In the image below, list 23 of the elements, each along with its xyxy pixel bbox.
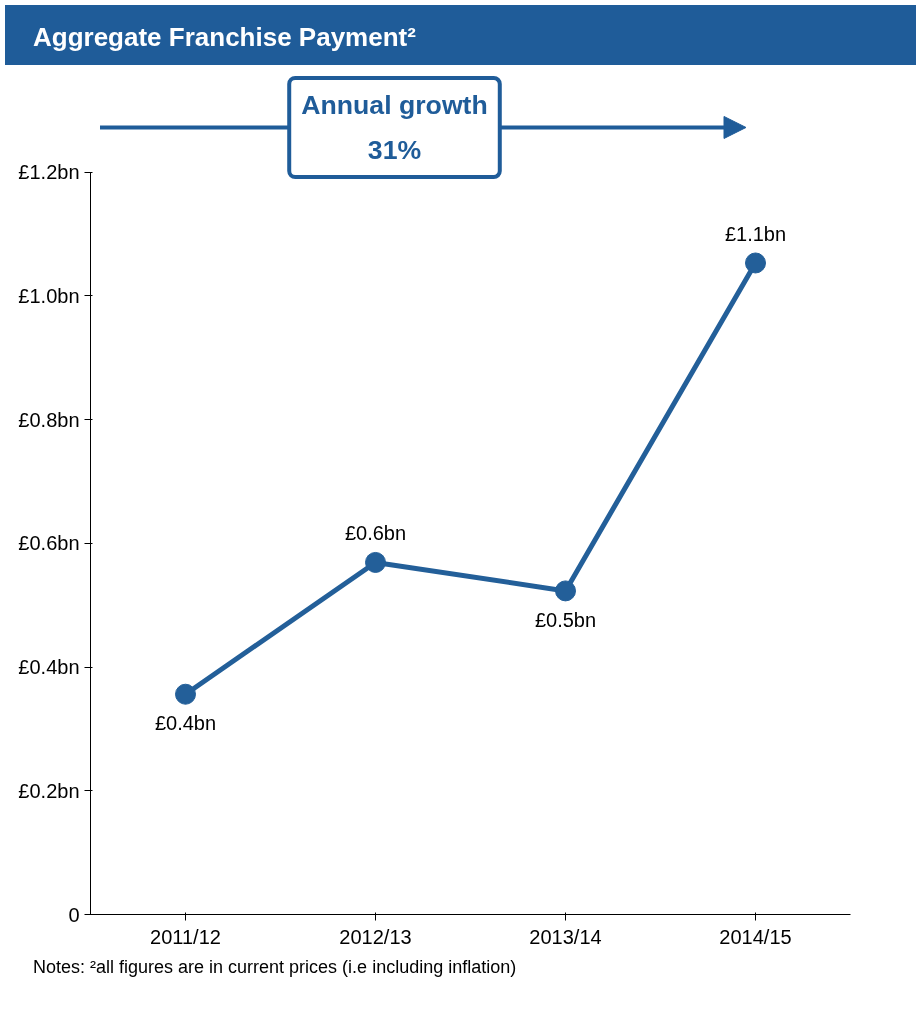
chart-title: Aggregate Franchise Payment² <box>33 21 416 54</box>
point <box>555 580 576 602</box>
y-tick-label: £1.2bn <box>18 161 80 184</box>
y-tick-label: £0.8bn <box>18 408 80 431</box>
y-tick-label: £0.4bn <box>18 656 80 679</box>
x-tick-label: 2012/13 <box>339 925 412 948</box>
data-label: £0.5bn <box>534 608 597 631</box>
y-tick-label: £0.6bn <box>18 532 80 555</box>
data-label: £0.4bn <box>154 712 217 735</box>
point <box>175 683 196 705</box>
point <box>365 551 386 573</box>
x-tick-label: 2014/15 <box>719 925 792 948</box>
y-tick-label: 0 <box>68 903 80 926</box>
y-tick-label: £1.0bn <box>18 284 80 307</box>
x-tick-label: 2011/12 <box>150 925 221 948</box>
text: 31% <box>367 134 422 165</box>
x-tick-label: 2013/14 <box>529 925 602 948</box>
data-label: £1.1bn <box>724 222 787 245</box>
y-tick-label: £0.2bn <box>18 779 80 802</box>
data-label: £0.6bn <box>344 522 407 545</box>
point <box>745 252 766 274</box>
text: Annual growth <box>301 89 488 120</box>
text: Notes: ²all figures are in current prices (i.e including inflation) <box>33 956 517 979</box>
